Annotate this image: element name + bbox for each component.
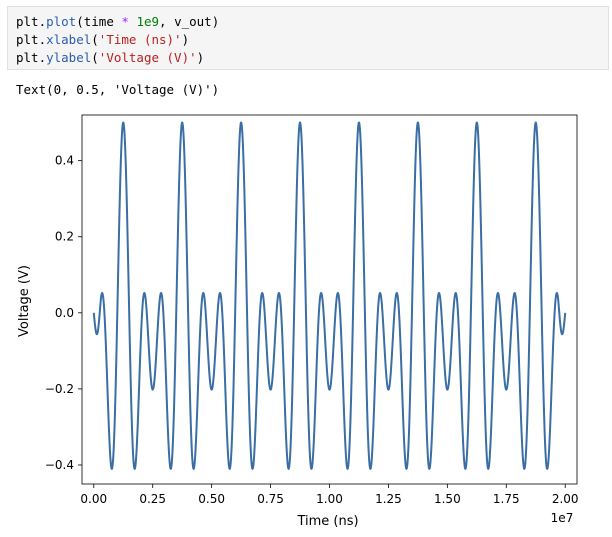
plot-area-frame xyxy=(81,114,578,485)
cell-output-text: Text(0, 0.5, 'Voltage (V)') xyxy=(16,82,220,97)
code-token: ylabel xyxy=(46,50,92,65)
x-tick-label: 2.00 xyxy=(552,492,579,506)
x-axis-label: Time (ns) xyxy=(296,514,358,529)
series-line-v-out xyxy=(92,121,567,471)
code-line-2: plt.xlabel('Time (ns)') xyxy=(16,31,600,49)
y-axis-label: Voltage (V) xyxy=(17,265,32,337)
code-token: 'Time (ns)' xyxy=(98,32,182,47)
y-tick-label: 0.2 xyxy=(55,230,74,244)
y-tick-label: −0.2 xyxy=(45,382,74,396)
y-axis-ticks: −0.4 −0.2 0.0 0.2 0.4 xyxy=(45,154,82,472)
code-token: ( xyxy=(91,50,99,65)
code-token: plt xyxy=(16,50,39,65)
code-cell[interactable]: plt.plot(time * 1e9, v_out) plt.xlabel('… xyxy=(7,6,609,70)
x-tick-label: 0.00 xyxy=(80,492,107,506)
code-token: . xyxy=(38,32,47,47)
code-token: plt xyxy=(16,32,39,47)
voltage-plot: 0.00 0.25 0.50 0.75 1.00 1.25 1.50 1.75 2.00 −0.… xyxy=(17,114,579,529)
code-line-3: plt.ylabel('Voltage (V)') xyxy=(16,49,600,67)
code-line-1: plt.plot(time * 1e9, v_out) xyxy=(16,13,600,31)
code-token: . xyxy=(38,14,47,29)
code-token: ) xyxy=(196,50,205,65)
y-tick-label: −0.4 xyxy=(45,458,74,472)
x-tick-label: 0.50 xyxy=(198,492,225,506)
x-tick-label: 1.25 xyxy=(375,492,402,506)
x-tick-label: 1.75 xyxy=(493,492,520,506)
code-token: * xyxy=(121,14,129,29)
code-token: plot xyxy=(46,14,77,29)
code-token: xlabel xyxy=(46,32,92,47)
x-tick-label: 0.75 xyxy=(257,492,284,506)
code-token: ) xyxy=(181,32,190,47)
x-axis-ticks: 0.00 0.25 0.50 0.75 1.00 1.25 1.50 1.75 2.00 xyxy=(80,484,579,506)
x-axis-offset-label: 1e7 xyxy=(551,511,574,525)
code-token: 1e9 xyxy=(136,14,160,29)
code-token: plt xyxy=(16,14,39,29)
code-token: , v_out) xyxy=(159,14,220,29)
y-tick-label: 0.4 xyxy=(55,154,74,168)
code-token: 'Voltage (V)' xyxy=(98,50,197,65)
code-token: (time xyxy=(76,14,122,29)
x-tick-label: 0.25 xyxy=(139,492,166,506)
x-tick-label: 1.00 xyxy=(316,492,343,506)
x-tick-label: 1.50 xyxy=(434,492,461,506)
y-tick-label: 0.0 xyxy=(55,306,74,320)
code-token: . xyxy=(38,50,47,65)
code-token: ( xyxy=(91,32,99,47)
